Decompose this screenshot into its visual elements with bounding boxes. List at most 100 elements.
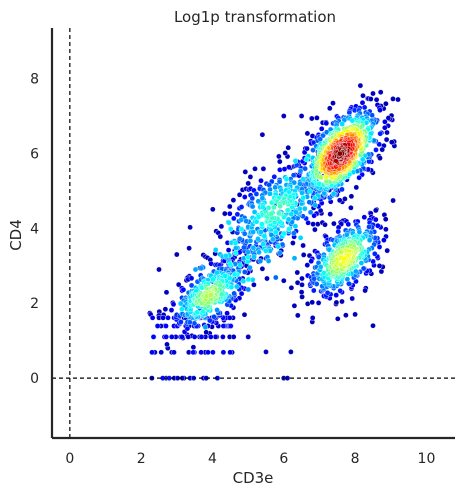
- scatter-point: [230, 215, 237, 222]
- scatter-point: [230, 197, 237, 203]
- scatter-point: [233, 283, 240, 290]
- scatter-point: [262, 247, 269, 254]
- scatter-point: [158, 349, 164, 356]
- scatter-point: [150, 334, 157, 340]
- x-tick-label: 2: [137, 451, 146, 467]
- scatter-point: [191, 334, 198, 340]
- scatter-point: [383, 100, 389, 107]
- scatter-point: [149, 314, 156, 321]
- scatter-point: [227, 323, 234, 329]
- scatter-point: [315, 300, 322, 306]
- scatter-point: [298, 289, 305, 295]
- scatter-point: [238, 217, 244, 223]
- scatter-point: [170, 301, 177, 308]
- scatter-point: [300, 176, 306, 182]
- scatter-point: [226, 203, 233, 210]
- scatter-point: [220, 323, 227, 329]
- scatter-point: [202, 324, 209, 330]
- scatter-point: [382, 119, 388, 125]
- scatter-point: [218, 223, 225, 230]
- scatter-point: [370, 90, 376, 97]
- scatter-point: [241, 269, 248, 275]
- scatter-point: [245, 286, 252, 293]
- scatter-point: [383, 226, 389, 233]
- scatter-point: [284, 207, 291, 214]
- scatter-point: [382, 216, 389, 222]
- scatter-point: [381, 237, 387, 243]
- scatter-point: [383, 136, 390, 143]
- y-axis-label: CD4: [7, 219, 25, 251]
- scatter-point: [245, 254, 251, 261]
- scatter-point: [311, 212, 317, 219]
- scatter-point: [352, 311, 358, 318]
- scatter-point: [168, 307, 175, 313]
- axes: 0 2 4 6 8 10 0 2 4 6 8: [30, 28, 455, 467]
- scatter-point: [310, 221, 316, 227]
- scatter-point: [258, 177, 264, 184]
- scatter-point: [160, 314, 166, 321]
- scatter-point: [301, 205, 308, 212]
- scatter-point: [300, 242, 306, 249]
- scatter-point: [221, 210, 228, 217]
- scatter-point: [276, 153, 282, 160]
- scatter-point: [372, 216, 379, 223]
- scatter-point: [302, 165, 308, 172]
- scatter-point: [227, 226, 234, 232]
- scatter-point: [322, 221, 328, 228]
- scatter-point: [345, 221, 352, 228]
- scatter-point: [234, 211, 241, 218]
- scatter-point: [343, 312, 349, 319]
- scatter-point: [339, 121, 346, 127]
- scatter-point: [337, 150, 343, 157]
- scatter-point: [361, 104, 368, 111]
- scatter-point: [330, 191, 337, 197]
- scatter-point: [356, 174, 362, 181]
- scatter-point: [227, 349, 233, 356]
- scatter-point: [179, 334, 185, 340]
- scatter-point: [357, 82, 364, 89]
- scatter-point: [308, 258, 315, 265]
- scatter-point: [379, 146, 386, 153]
- scatter-point: [241, 194, 248, 200]
- scatter-point: [238, 226, 245, 232]
- scatter-point: [373, 147, 379, 153]
- scatter-point: [362, 287, 368, 294]
- scatter-point: [372, 207, 379, 214]
- scatter-point: [385, 115, 392, 121]
- scatter-point: [178, 319, 184, 325]
- scatter-point: [185, 334, 191, 340]
- scatter-point: [344, 231, 350, 238]
- scatter-point: [252, 165, 258, 172]
- scatter-point: [336, 197, 343, 204]
- scatter-point: [226, 210, 233, 217]
- scatter-point: [276, 210, 282, 216]
- scatter-point: [251, 281, 257, 288]
- y-tick-label: 0: [30, 371, 39, 387]
- scatter-point: [292, 223, 299, 229]
- scatter-point: [291, 255, 298, 262]
- scatter-point: [232, 245, 239, 251]
- scatter-point: [238, 204, 245, 210]
- scatter-point: [299, 281, 305, 288]
- scatter-point: [384, 247, 391, 254]
- scatter-point: [333, 292, 340, 298]
- x-axis-label: CD3e: [233, 469, 274, 487]
- scatter-point: [272, 229, 279, 236]
- scatter-point: [190, 344, 197, 351]
- scatter-point: [223, 252, 229, 259]
- scatter-point: [374, 222, 381, 229]
- scatter-point: [276, 158, 283, 165]
- scatter-point: [342, 196, 348, 202]
- scatter-point: [297, 234, 304, 241]
- scatter-point: [247, 264, 253, 271]
- scatter-point: [241, 311, 248, 318]
- scatter-point: [313, 281, 320, 287]
- scatter-point: [210, 276, 216, 283]
- scatter-point: [323, 120, 330, 127]
- scatter-point: [309, 315, 316, 321]
- scatter-point: [220, 349, 227, 356]
- scatter-point: [236, 191, 243, 198]
- scatter-point: [240, 278, 247, 285]
- scatter-point: [259, 195, 266, 201]
